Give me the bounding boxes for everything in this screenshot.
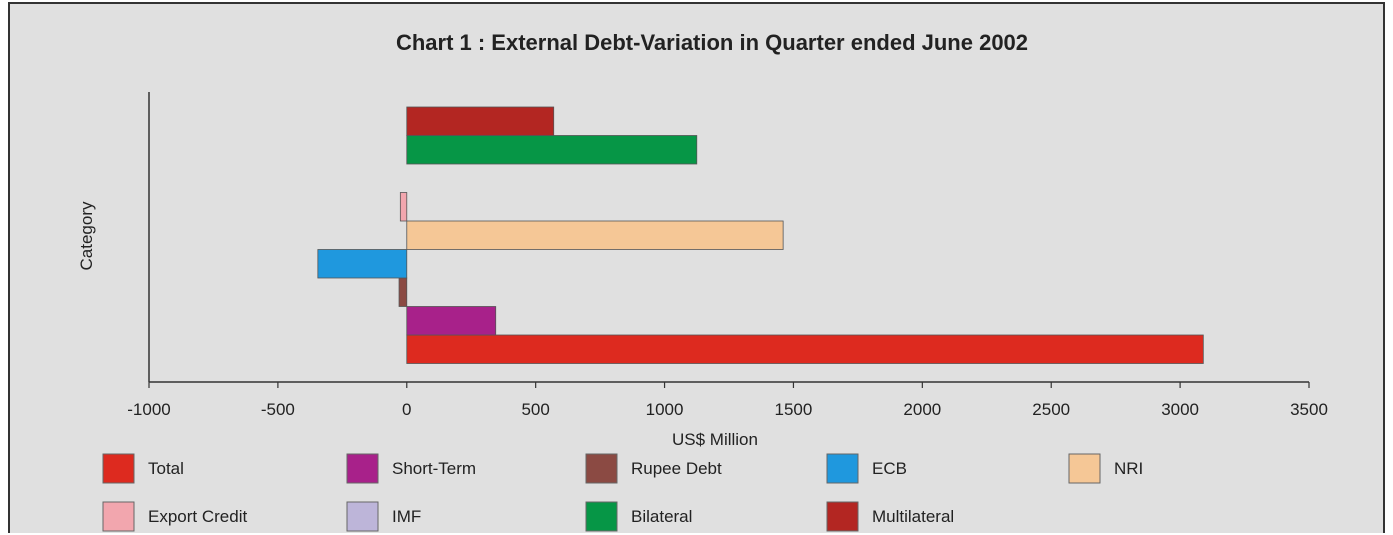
bar-nri (406, 220, 784, 250)
x-tick-label: 3500 (1290, 400, 1328, 419)
chart-svg: Chart 1 : External Debt-Variation in Qua… (77, 30, 1328, 532)
x-tick-label: 2500 (1032, 400, 1070, 419)
legend-label-ecb: ECB (872, 459, 907, 478)
bar-multilateral (406, 106, 555, 136)
legend-label-short-term: Short-Term (392, 459, 476, 478)
chart-title: Chart 1 : External Debt-Variation in Qua… (396, 30, 1028, 55)
legend-label-bilateral: Bilateral (631, 507, 692, 526)
x-tick-label: -500 (261, 400, 295, 419)
bars (317, 106, 1204, 364)
x-axis-label: US$ Million (672, 430, 758, 449)
axes (148, 92, 1310, 388)
legend: Total Short-Term Rupee Debt ECB NRI Export Cr… (102, 453, 1143, 532)
chart-root: Chart 1 : External Debt-Variation in Qua… (8, 2, 1385, 533)
legend-swatch-rupee-debt (585, 453, 618, 484)
legend-swatch-short-term (346, 453, 379, 484)
bar-short-term (406, 306, 497, 336)
bar-export-credit (399, 192, 408, 222)
bar-rupee-debt (398, 277, 408, 307)
y-axis-label: Category (77, 201, 96, 270)
legend-label-multilateral: Multilateral (872, 507, 954, 526)
x-tick-label: -1000 (127, 400, 170, 419)
legend-label-rupee-debt: Rupee Debt (631, 459, 722, 478)
x-tick-labels: -1000 -500 0 500 1000 1500 2000 2500 3000 3500 (127, 400, 1328, 419)
x-tick-label: 500 (521, 400, 549, 419)
legend-label-export-credit: Export Credit (148, 507, 247, 526)
bar-total (406, 334, 1204, 364)
x-tick-label: 2000 (903, 400, 941, 419)
bar-ecb (317, 249, 408, 279)
bar-bilateral (406, 135, 698, 165)
legend-label-imf: IMF (392, 507, 421, 526)
legend-swatch-export-credit (102, 501, 135, 532)
legend-swatch-imf (346, 501, 379, 532)
x-tick-label: 3000 (1161, 400, 1199, 419)
x-tick-label: 1000 (646, 400, 684, 419)
legend-label-total: Total (148, 459, 184, 478)
legend-swatch-ecb (826, 453, 859, 484)
legend-swatch-total (102, 453, 135, 484)
legend-swatch-nri (1068, 453, 1101, 484)
x-tick-label: 0 (402, 400, 411, 419)
x-tick-label: 1500 (775, 400, 813, 419)
legend-label-nri: NRI (1114, 459, 1143, 478)
legend-swatch-multilateral (826, 501, 859, 532)
legend-swatch-bilateral (585, 501, 618, 532)
